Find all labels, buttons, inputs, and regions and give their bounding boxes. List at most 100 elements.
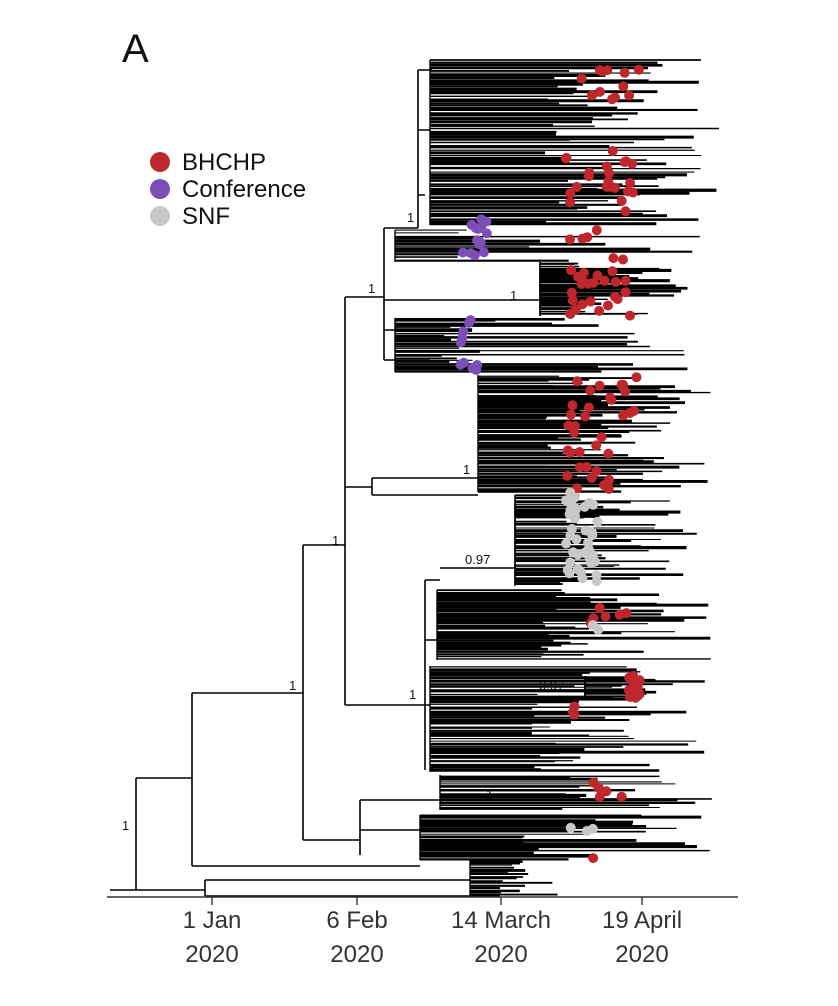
sample-marker-conference	[465, 315, 476, 326]
legend-label-conference: Conference	[182, 176, 306, 203]
sample-marker-bhchp	[601, 161, 612, 172]
node-support-label: 1	[510, 288, 517, 303]
sample-marker-bhchp	[592, 270, 603, 281]
sample-marker-bhchp	[591, 440, 602, 451]
sample-marker-bhchp	[594, 305, 605, 316]
node-support-label: 1	[409, 687, 416, 702]
legend-item-conference: Conference	[150, 176, 306, 203]
tree-branch	[440, 500, 516, 585]
sample-marker-bhchp	[566, 265, 577, 276]
node-support-label: 1	[289, 678, 296, 693]
sample-marker-bhchp	[618, 81, 629, 92]
sample-marker-bhchp	[571, 181, 582, 192]
node-support-label: 1	[332, 533, 339, 548]
sample-marker-snf	[584, 498, 595, 508]
sample-marker-snf	[593, 624, 604, 635]
node-support-label: 0.97	[465, 552, 490, 567]
sample-marker-bhchp	[624, 90, 635, 101]
node-support-labels: 1 1 1 1 0.97 1 1 0.97 1 1 1	[122, 210, 564, 833]
legend-label-snf: SNF	[182, 203, 230, 230]
node-support-label: 1	[368, 281, 375, 296]
sample-marker-bhchp	[583, 402, 594, 413]
sample-marker-bhchp	[621, 608, 632, 619]
sample-marker-conference	[472, 223, 483, 234]
sample-marker-bhchp	[631, 372, 642, 383]
legend-swatch-snf	[150, 206, 170, 226]
sample-marker-snf	[587, 530, 598, 541]
sample-marker-snf	[561, 538, 572, 549]
sample-marker-snf	[575, 567, 586, 577]
sample-marker-bhchp	[603, 483, 614, 494]
sample-marker-bhchp	[607, 266, 618, 277]
node-support-label: 0.97	[539, 678, 564, 693]
sample-marker-bhchp	[566, 287, 577, 298]
sample-marker-bhchp	[580, 411, 591, 422]
axis-tick-label: 14 March	[451, 907, 551, 934]
time-axis: 1 Jan 2020 6 Feb 2020 14 March 2020 19 A…	[107, 896, 738, 968]
sample-marker-bhchp	[581, 462, 592, 472]
sample-marker-bhchp	[562, 470, 573, 481]
sample-marker-bhchp	[591, 225, 602, 236]
sample-marker-bhchp	[567, 400, 578, 411]
sample-marker-conference	[455, 359, 466, 370]
sample-marker-bhchp	[620, 386, 630, 397]
sample-marker-conference	[467, 363, 478, 374]
legend-label-bhchp: BHCHP	[182, 149, 266, 176]
sample-marker-bhchp	[630, 692, 641, 703]
sample-marker-bhchp	[562, 445, 573, 456]
sample-marker-bhchp	[621, 156, 631, 167]
sample-marker-snf	[564, 568, 575, 579]
sample-marker-bhchp	[594, 86, 605, 97]
sample-marker-bhchp	[594, 380, 605, 391]
sample-marker-bhchp	[576, 73, 587, 84]
tree-branch	[191, 692, 420, 867]
sample-marker-bhchp	[606, 394, 617, 405]
tree-branch	[424, 579, 440, 770]
sample-marker-bhchp	[584, 167, 595, 178]
sample-marker-bhchp	[574, 447, 585, 457]
sample-marker-bhchp	[572, 376, 583, 387]
sample-marker-snf	[591, 570, 602, 581]
sample-marker-bhchp	[620, 275, 631, 286]
sample-marker-snf	[568, 547, 579, 558]
sample-marker-bhchp	[585, 296, 596, 307]
sample-marker-bhchp	[593, 782, 604, 793]
sample-marker-bhchp	[600, 611, 611, 622]
tree-branch	[204, 879, 500, 897]
sample-marker-snf	[582, 545, 593, 556]
node-support-label: 1	[122, 818, 129, 833]
legend: BHCHP Conference SNF	[150, 149, 306, 230]
panel-label: A	[122, 27, 149, 71]
sample-marker-snf	[564, 509, 575, 520]
sample-marker-bhchp	[565, 234, 575, 245]
legend-swatch-bhchp	[150, 152, 170, 172]
sample-marker-bhchp	[594, 791, 605, 802]
sample-marker-bhchp	[620, 287, 631, 298]
axis-tick-label: 19 April	[602, 907, 682, 934]
sample-marker-snf	[565, 822, 576, 833]
axis-tick-label: 1 Jan	[183, 907, 242, 934]
sample-marker-bhchp	[616, 791, 627, 802]
sample-marker-bhchp	[607, 94, 617, 105]
sample-marker-bhchp	[618, 254, 628, 265]
axis-tick-label: 2020	[615, 941, 668, 968]
axis-tick-label: 2020	[330, 941, 383, 968]
sample-marker-bhchp	[567, 295, 578, 306]
node-support-label: 1	[463, 462, 470, 477]
sample-marker-bhchp	[570, 421, 580, 431]
sample-marker-bhchp	[586, 90, 597, 101]
sample-marker-conference	[478, 247, 489, 258]
sample-marker-bhchp	[585, 385, 596, 396]
sample-marker-bhchp	[625, 177, 636, 188]
sample-marker-bhchp	[633, 64, 644, 75]
sample-markers	[455, 64, 645, 864]
sample-marker-bhchp	[601, 786, 612, 797]
sample-marker-bhchp	[569, 709, 580, 720]
sample-marker-bhchp	[570, 304, 581, 315]
sample-marker-bhchp	[569, 701, 580, 712]
sample-marker-bhchp	[594, 602, 605, 613]
sample-marker-snf	[581, 826, 592, 836]
sample-marker-bhchp	[573, 271, 583, 282]
sample-marker-bhchp	[610, 276, 621, 287]
